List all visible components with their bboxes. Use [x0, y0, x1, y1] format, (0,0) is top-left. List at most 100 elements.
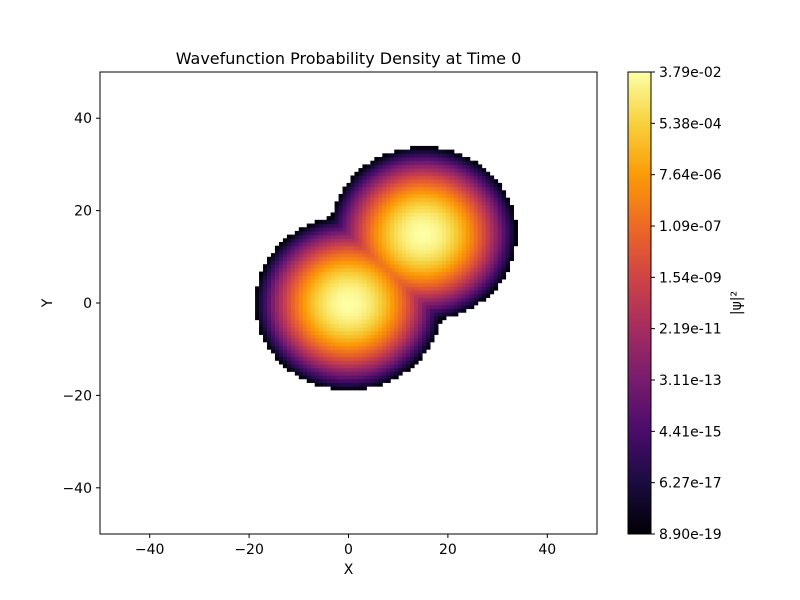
heatmap-cell-827 [342, 330, 348, 335]
heatmap-cell-662 [330, 378, 336, 383]
heatmap-cell-2478 [457, 216, 463, 221]
heatmap-cell-778 [338, 315, 344, 321]
heatmap-cell-2575 [465, 168, 471, 173]
heatmap-cell-2095 [426, 242, 431, 247]
heatmap-cell-2386 [449, 230, 455, 236]
heatmap-cell-1229 [370, 352, 375, 358]
heatmap-cell-323 [298, 330, 304, 335]
heatmap-cell-1504 [386, 245, 391, 250]
heatmap-cell-2257 [437, 205, 443, 210]
heatmap-cell-2724 [481, 190, 487, 195]
heatmap-cell-2 [255, 308, 260, 313]
heatmap-cell-1174 [366, 334, 371, 339]
heatmap-cell-2750 [485, 223, 491, 228]
heatmap-cell-189 [282, 267, 288, 273]
heatmap-cell-1762 [402, 190, 407, 195]
heatmap-cell-2300 [441, 216, 447, 221]
heatmap-cell-451 [310, 323, 316, 328]
heatmap-cell-2528 [461, 190, 467, 195]
heatmap-cell-1298 [374, 323, 379, 328]
heatmap-cell-584 [322, 327, 328, 332]
heatmap-cell-1385 [378, 230, 383, 236]
heatmap-cell-1846 [410, 319, 415, 324]
heatmap-cell-2632 [473, 253, 479, 258]
heatmap-cell-1394 [378, 197, 383, 202]
heatmap-cell-2021 [422, 312, 427, 317]
heatmap-cell-823 [342, 345, 348, 350]
heatmap-cell-1314 [374, 264, 379, 269]
heatmap-cell-2861 [501, 249, 507, 254]
heatmap-cell-1574 [390, 212, 395, 217]
heatmap-cell-820 [342, 356, 348, 361]
heatmap-cell-634 [326, 308, 332, 313]
heatmap-cell-2518 [461, 227, 467, 232]
heatmap-cell-2822 [493, 193, 499, 199]
heatmap-cell-352 [302, 375, 308, 380]
heatmap-cell-2849 [497, 197, 503, 202]
heatmap-cell-2112 [426, 179, 431, 184]
heatmap-cell-646 [326, 264, 332, 269]
heatmap-cell-2623 [473, 286, 479, 291]
heatmap-cell-1883 [410, 182, 415, 188]
heatmap-cell-1707 [398, 171, 403, 176]
heatmap-cell-2290 [441, 253, 447, 258]
heatmap-cell-1778 [406, 352, 411, 358]
heatmap-cell-2616 [469, 168, 475, 173]
heatmap-cell-38 [263, 293, 268, 298]
heatmap-cell-2860 [501, 253, 507, 258]
heatmap-cell-941 [350, 319, 355, 324]
heatmap-cell-536 [318, 338, 324, 343]
heatmap-cell-426 [306, 256, 312, 261]
heatmap-cell-1441 [382, 249, 387, 254]
heatmap-cell-2338 [445, 242, 451, 247]
heatmap-cell-1073 [358, 264, 363, 269]
heatmap-cell-1335 [374, 186, 379, 191]
heatmap-cell-170 [282, 338, 288, 343]
heatmap-cell-412 [306, 308, 312, 313]
heatmap-cell-1050 [358, 349, 363, 354]
heatmap-cell-915 [346, 208, 351, 213]
heatmap-cell-673 [330, 338, 336, 343]
heatmap-cell-173 [282, 327, 288, 332]
heatmap-cell-2206 [433, 216, 439, 221]
heatmap-cell-717 [334, 352, 340, 358]
heatmap-cell-1812 [406, 227, 411, 232]
heatmap-cell-1420 [382, 327, 387, 332]
heatmap-cell-92 [270, 275, 276, 280]
heatmap-cell-529 [318, 363, 324, 369]
heatmap-cell-233 [286, 238, 292, 243]
heatmap-cell-1795 [406, 290, 411, 295]
heatmap-cell-1393 [378, 201, 383, 206]
heatmap-cell-2029 [422, 282, 427, 287]
heatmap-cell-2002 [418, 175, 423, 180]
heatmap-cell-2878 [505, 267, 511, 273]
heatmap-cell-1547 [390, 312, 395, 317]
heatmap-cell-808 [338, 205, 344, 210]
heatmap-cell-476 [310, 230, 316, 236]
heatmap-cell-213 [286, 312, 292, 317]
heatmap-cell-1324 [374, 227, 379, 232]
heatmap-cell-143 [278, 312, 284, 317]
heatmap-cell-974 [350, 197, 355, 202]
heatmap-cell-391 [302, 230, 308, 236]
heatmap-cell-1779 [406, 349, 411, 354]
heatmap-cell-2211 [433, 197, 439, 202]
heatmap-cell-621 [326, 356, 332, 361]
heatmap-cell-1705 [398, 179, 403, 184]
heatmap-cell-2866 [501, 230, 507, 236]
heatmap-cell-477 [310, 227, 316, 232]
heatmap-cell-579 [322, 345, 328, 350]
heatmap-cell-2873 [501, 205, 507, 210]
heatmap-cell-1368 [378, 293, 383, 298]
heatmap-cell-1278 [370, 171, 375, 176]
heatmap-cell-215 [286, 304, 292, 310]
heatmap-cell-499 [314, 308, 320, 313]
heatmap-cell-1245 [370, 293, 375, 298]
heatmap-cell-1436 [382, 267, 387, 273]
heatmap-cell-1859 [410, 271, 415, 276]
heatmap-cell-523 [314, 219, 320, 225]
heatmap-cell-47 [266, 345, 272, 350]
heatmap-cell-721 [334, 338, 340, 343]
heatmap-cell-168 [282, 345, 288, 350]
heatmap-cell-1874 [410, 216, 415, 221]
